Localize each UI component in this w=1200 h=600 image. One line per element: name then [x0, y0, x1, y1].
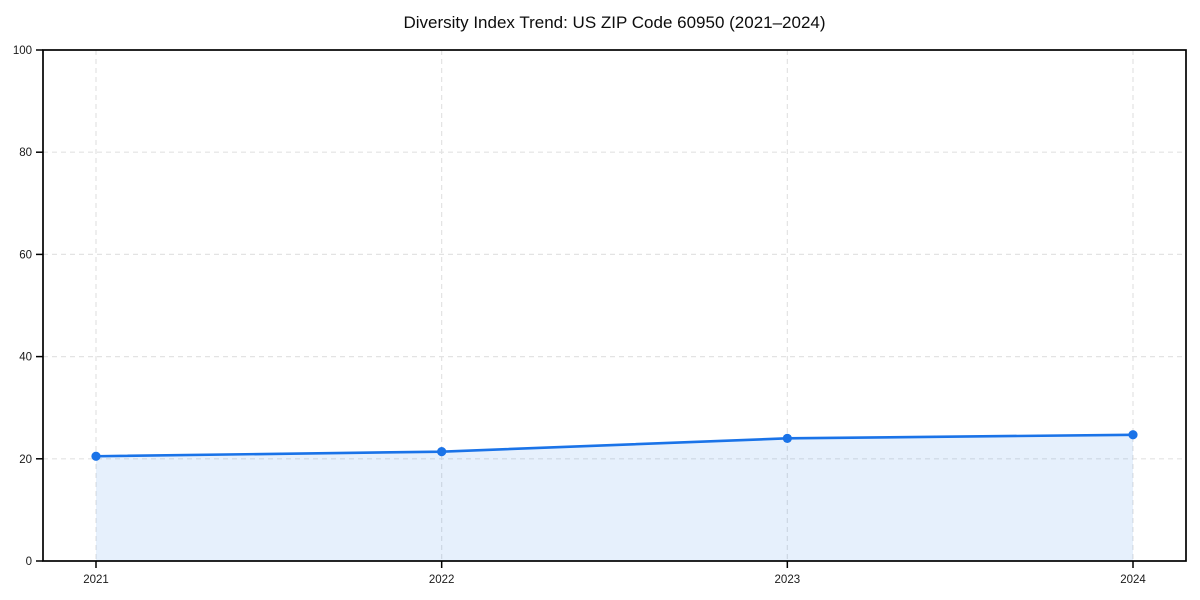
- y-tick-label: 0: [26, 556, 32, 568]
- x-tick-label: 2021: [83, 574, 109, 586]
- area-fill: [96, 434, 1133, 561]
- y-tick-label: 80: [19, 147, 32, 159]
- x-tick-label: 2022: [429, 574, 455, 586]
- x-tick-label: 2024: [1120, 574, 1146, 586]
- trend-line: [94, 433, 1135, 458]
- y-tick-label: 60: [19, 249, 32, 261]
- data-point: [1128, 430, 1138, 440]
- data-point: [91, 451, 101, 461]
- y-tick-label: 100: [13, 45, 32, 57]
- x-tick-label: 2023: [775, 574, 801, 586]
- y-tick-label: 20: [19, 454, 32, 466]
- data-point: [437, 447, 447, 457]
- chart-title: Diversity Index Trend: US ZIP Code 60950…: [403, 13, 826, 32]
- y-tick-label: 40: [19, 352, 32, 364]
- data-point: [782, 433, 792, 443]
- plot-border: [42, 49, 1187, 562]
